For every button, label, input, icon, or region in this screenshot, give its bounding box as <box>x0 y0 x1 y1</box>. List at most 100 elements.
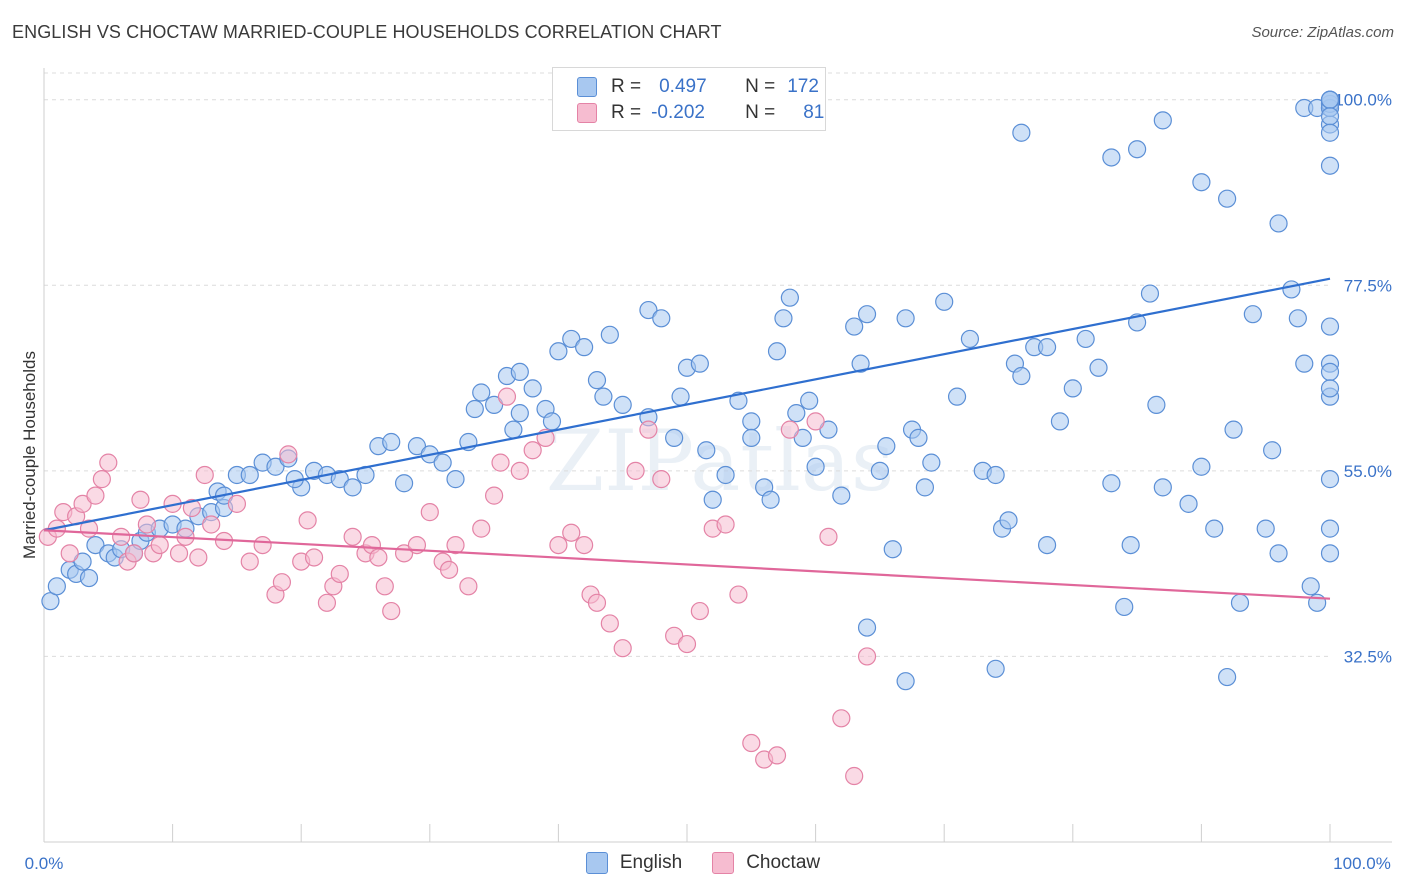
choctaw-point <box>857 647 877 666</box>
english-point <box>1012 123 1031 142</box>
english-point <box>986 659 1005 678</box>
choctaw-n-label: N = <box>745 102 776 123</box>
english-point <box>343 478 362 497</box>
choctaw-point <box>227 494 246 513</box>
x-tick-label: 100.0% <box>1333 854 1391 873</box>
english-point <box>742 428 761 447</box>
legend-item-choctaw[interactable]: Choctaw <box>712 852 820 874</box>
choctaw-point <box>279 445 298 464</box>
english-trend-line <box>43 277 1331 532</box>
choctaw-n-value: 81 <box>803 102 825 123</box>
choctaw-point <box>677 634 697 654</box>
english-point <box>665 428 684 447</box>
english-point <box>832 486 851 505</box>
choctaw-point <box>587 593 607 612</box>
english-point <box>79 568 99 588</box>
english-point <box>587 371 607 390</box>
english-point <box>1147 395 1166 414</box>
choctaw-point <box>729 585 748 604</box>
english-point <box>1320 107 1340 126</box>
y-axis-title: Married-couple Households <box>20 351 39 559</box>
choctaw-point <box>491 453 510 472</box>
choctaw-point <box>343 527 362 546</box>
choctaw-swatch <box>577 103 597 123</box>
legend-item-english[interactable]: English <box>585 852 682 874</box>
english-point <box>986 465 1005 485</box>
legend-row-choctaw: R = -0.202 N = 81 <box>577 100 824 126</box>
english-point <box>562 329 581 349</box>
english-point <box>1089 358 1108 377</box>
english-point <box>47 577 66 596</box>
english-point <box>1269 214 1288 233</box>
english-point <box>1153 478 1172 497</box>
english-point <box>1320 362 1340 382</box>
english-point <box>1230 593 1250 612</box>
english-point <box>761 490 780 509</box>
english-point <box>446 470 465 489</box>
english-point <box>780 288 799 307</box>
english-point <box>915 478 935 497</box>
english-point <box>851 354 870 373</box>
english-point <box>1192 173 1211 192</box>
english-point <box>1320 519 1340 538</box>
y-tick-label: 77.5% <box>1344 276 1392 295</box>
choctaw-point <box>439 560 459 579</box>
english-point <box>600 325 619 344</box>
choctaw-r-value: -0.202 <box>651 102 705 123</box>
english-point <box>1282 280 1301 299</box>
english-point <box>787 404 806 423</box>
english-point <box>697 441 716 460</box>
english-point <box>510 404 529 423</box>
english-point <box>1224 420 1243 439</box>
english-point <box>575 338 594 357</box>
english-point <box>485 395 504 414</box>
english-point <box>639 300 658 320</box>
english-point <box>793 428 812 447</box>
english-point <box>1320 90 1340 109</box>
english-point <box>922 453 941 472</box>
english-point <box>465 399 484 419</box>
english-point <box>330 470 349 489</box>
english-point <box>266 457 285 476</box>
y-tick-label: 55.0% <box>1344 462 1392 481</box>
english-point <box>1037 338 1057 357</box>
english-point <box>1115 597 1134 617</box>
english-swatch <box>577 77 597 97</box>
choctaw-point <box>652 470 671 489</box>
choctaw-point <box>182 498 201 518</box>
english-point <box>510 362 529 382</box>
english-point <box>240 465 259 485</box>
english-point <box>1320 379 1340 398</box>
english-point <box>652 309 671 328</box>
choctaw-point <box>485 486 504 505</box>
english-point <box>1063 379 1082 398</box>
english-point <box>1121 535 1140 555</box>
english-point <box>1288 309 1307 328</box>
english-point <box>1102 148 1121 167</box>
english-n-value: 172 <box>787 76 819 97</box>
choctaw-point <box>497 387 517 406</box>
english-point <box>742 412 761 431</box>
choctaw-point <box>665 626 684 645</box>
choctaw-point <box>298 511 317 530</box>
choctaw-point <box>240 552 259 571</box>
english-point <box>86 535 105 555</box>
english-point <box>1012 366 1031 386</box>
english-point <box>504 420 523 439</box>
source-label: Source: ZipAtlas.com <box>1251 24 1394 41</box>
english-point <box>1050 412 1070 431</box>
english-point <box>433 453 452 472</box>
choctaw-point <box>780 420 799 439</box>
choctaw-point <box>472 519 491 538</box>
series-legend: English Choctaw <box>0 852 1406 874</box>
english-point <box>947 387 967 406</box>
english-n-label: N = <box>745 76 776 97</box>
english-point <box>1320 317 1340 336</box>
english-point <box>1140 284 1160 303</box>
english-point <box>1243 305 1262 324</box>
english-point <box>806 457 825 476</box>
english-point <box>690 354 709 373</box>
english-r-value: 0.497 <box>659 76 707 97</box>
choctaw-point <box>459 577 478 596</box>
